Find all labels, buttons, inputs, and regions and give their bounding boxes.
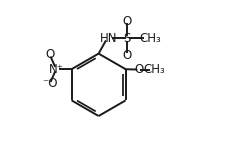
Text: HN: HN [100, 32, 118, 45]
Text: S: S [124, 32, 131, 45]
Text: ⁻O: ⁻O [42, 77, 57, 90]
Text: O: O [123, 15, 132, 28]
Text: O: O [45, 48, 54, 61]
Text: O: O [123, 49, 132, 62]
Text: CH₃: CH₃ [143, 63, 165, 76]
Text: O: O [134, 63, 143, 76]
Text: N⁺: N⁺ [49, 63, 64, 76]
Text: CH₃: CH₃ [139, 32, 161, 45]
